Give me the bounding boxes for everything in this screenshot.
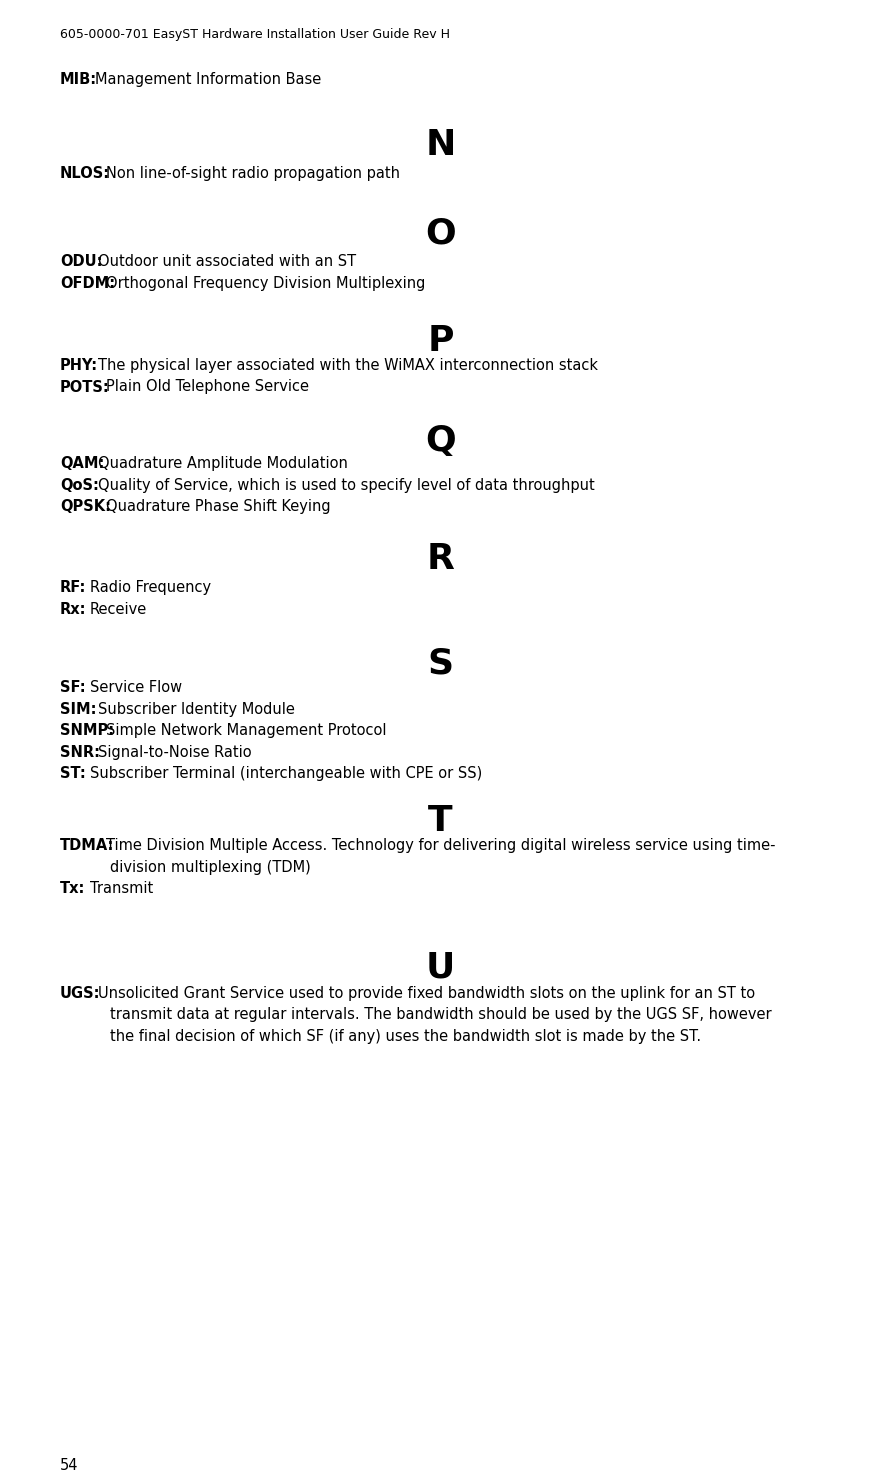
Text: Outdoor unit associated with an ST: Outdoor unit associated with an ST (98, 255, 356, 269)
Text: 54: 54 (60, 1458, 78, 1473)
Text: Time Division Multiple Access. Technology for delivering digital wireless servic: Time Division Multiple Access. Technolog… (106, 838, 775, 852)
Text: Unsolicited Grant Service used to provide fixed bandwidth slots on the uplink fo: Unsolicited Grant Service used to provid… (98, 986, 755, 1000)
Text: T: T (428, 804, 453, 838)
Text: the final decision of which SF (if any) uses the bandwidth slot is made by the S: the final decision of which SF (if any) … (110, 1029, 701, 1043)
Text: Management Information Base: Management Information Base (95, 73, 322, 87)
Text: Transmit: Transmit (90, 881, 152, 895)
Text: QoS:: QoS: (60, 478, 99, 493)
Text: Orthogonal Frequency Division Multiplexing: Orthogonal Frequency Division Multiplexi… (106, 275, 426, 290)
Text: Quadrature Phase Shift Keying: Quadrature Phase Shift Keying (106, 499, 330, 514)
Text: O: O (426, 216, 455, 250)
Text: Quadrature Amplitude Modulation: Quadrature Amplitude Modulation (98, 456, 348, 471)
Text: Simple Network Management Protocol: Simple Network Management Protocol (106, 724, 387, 739)
Text: ST:: ST: (60, 767, 85, 781)
Text: Service Flow: Service Flow (90, 679, 181, 696)
Text: RF:: RF: (60, 580, 86, 595)
Text: P: P (427, 324, 454, 358)
Text: Subscriber Identity Module: Subscriber Identity Module (98, 702, 294, 716)
Text: Non line-of-sight radio propagation path: Non line-of-sight radio propagation path (106, 166, 400, 181)
Text: SF:: SF: (60, 679, 85, 696)
Text: division multiplexing (TDM): division multiplexing (TDM) (110, 860, 311, 875)
Text: QAM:: QAM: (60, 456, 104, 471)
Text: POTS:: POTS: (60, 379, 110, 395)
Text: Plain Old Telephone Service: Plain Old Telephone Service (106, 379, 309, 395)
Text: SIM:: SIM: (60, 702, 97, 716)
Text: S: S (427, 645, 454, 679)
Text: QPSK:: QPSK: (60, 499, 111, 514)
Text: Tx:: Tx: (60, 881, 85, 895)
Text: R: R (426, 542, 455, 576)
Text: ODU:: ODU: (60, 255, 102, 269)
Text: transmit data at regular intervals. The bandwidth should be used by the UGS SF, : transmit data at regular intervals. The … (110, 1008, 772, 1023)
Text: SNMP:: SNMP: (60, 724, 115, 739)
Text: Q: Q (426, 423, 455, 457)
Text: Receive: Receive (90, 601, 147, 617)
Text: NLOS:: NLOS: (60, 166, 110, 181)
Text: TDMA:: TDMA: (60, 838, 115, 852)
Text: Signal-to-Noise Ratio: Signal-to-Noise Ratio (98, 744, 251, 759)
Text: SNR:: SNR: (60, 744, 100, 759)
Text: Subscriber Terminal (interchangeable with CPE or SS): Subscriber Terminal (interchangeable wit… (90, 767, 482, 781)
Text: 605-0000-701 EasyST Hardware Installation User Guide Rev H: 605-0000-701 EasyST Hardware Installatio… (60, 28, 450, 41)
Text: PHY:: PHY: (60, 358, 98, 373)
Text: U: U (426, 950, 455, 984)
Text: MIB:: MIB: (60, 73, 97, 87)
Text: UGS:: UGS: (60, 986, 100, 1000)
Text: Radio Frequency: Radio Frequency (90, 580, 211, 595)
Text: OFDM:: OFDM: (60, 275, 115, 290)
Text: Rx:: Rx: (60, 601, 86, 617)
Text: Quality of Service, which is used to specify level of data throughput: Quality of Service, which is used to spe… (98, 478, 595, 493)
Text: N: N (426, 127, 455, 161)
Text: The physical layer associated with the WiMAX interconnection stack: The physical layer associated with the W… (98, 358, 598, 373)
